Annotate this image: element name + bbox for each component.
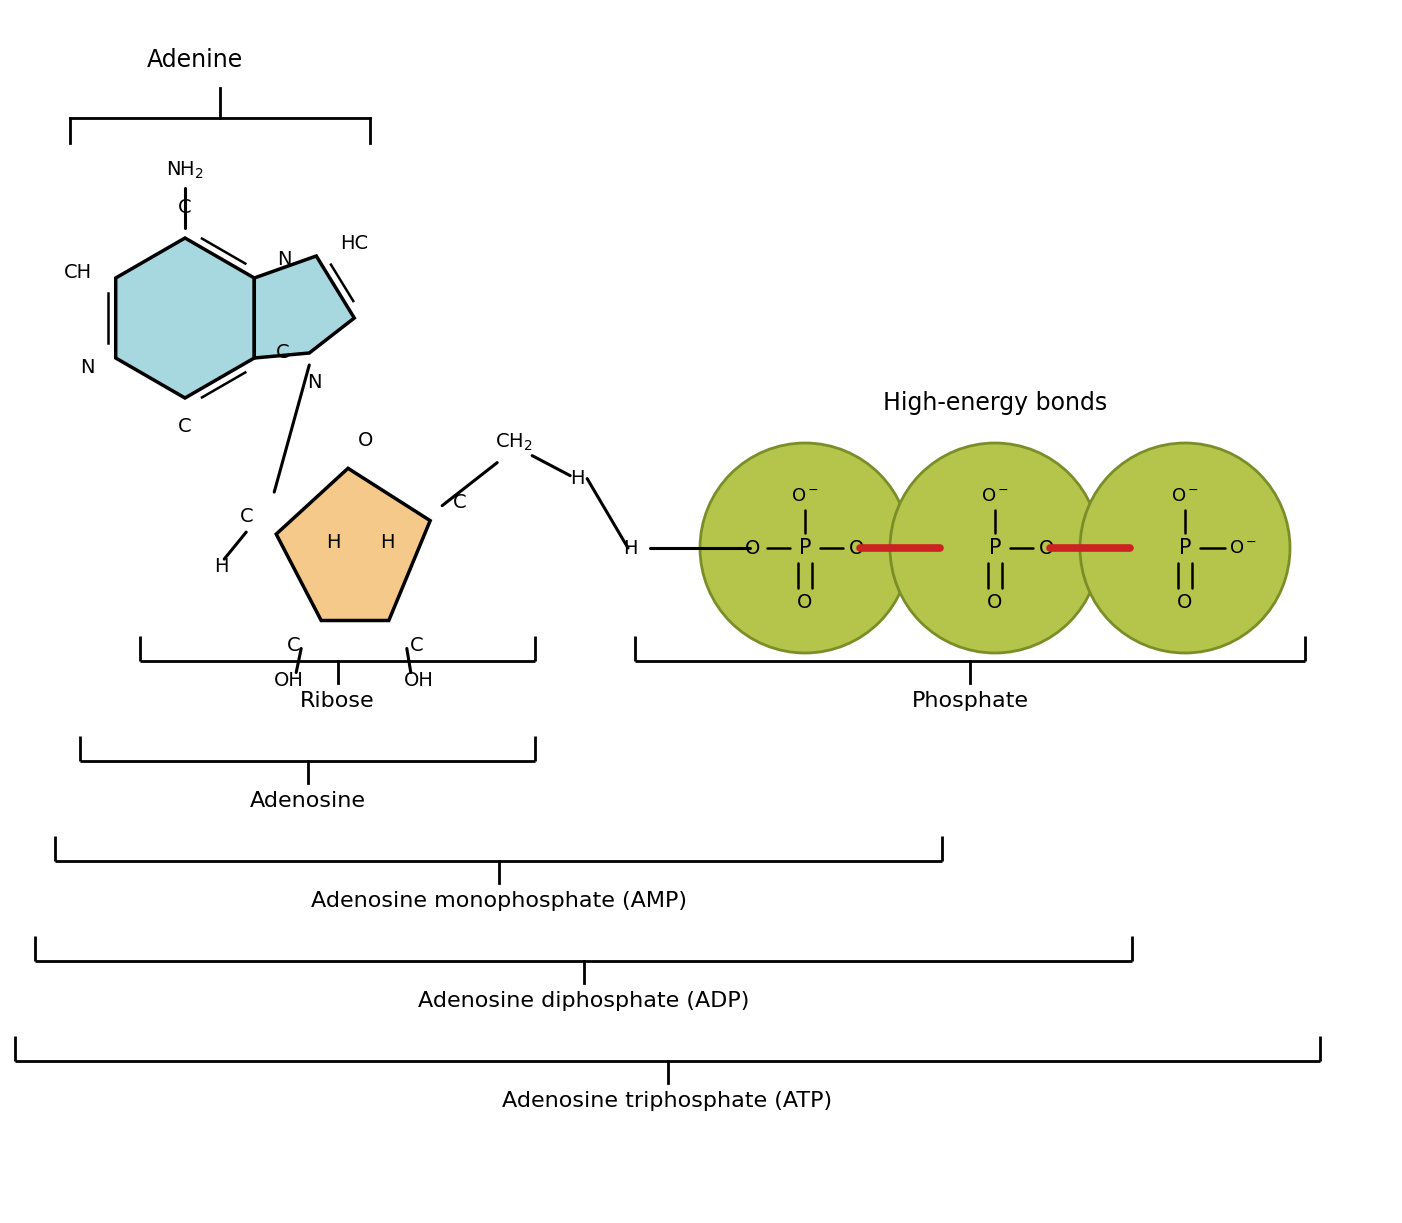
Text: O$^-$: O$^-$ <box>981 487 1009 505</box>
Text: Adenosine triphosphate (ATP): Adenosine triphosphate (ATP) <box>502 1091 833 1110</box>
Text: N: N <box>80 358 95 378</box>
Text: N: N <box>278 251 292 269</box>
Text: HC: HC <box>341 235 369 253</box>
Text: C: C <box>275 344 289 362</box>
Text: Adenine: Adenine <box>147 48 243 72</box>
Text: OH: OH <box>404 671 433 690</box>
Text: O$^-$: O$^-$ <box>1230 539 1258 556</box>
Text: H: H <box>215 556 229 576</box>
Text: CH: CH <box>63 263 91 283</box>
Text: Adenosine diphosphate (ADP): Adenosine diphosphate (ADP) <box>418 991 749 1011</box>
Text: C: C <box>178 198 192 218</box>
Text: O: O <box>987 593 1002 613</box>
Text: P: P <box>799 538 812 558</box>
Text: C: C <box>453 493 467 512</box>
Text: Ribose: Ribose <box>300 691 374 711</box>
Text: O: O <box>746 538 761 558</box>
Circle shape <box>700 443 910 653</box>
Text: High-energy bonds: High-energy bonds <box>883 391 1108 415</box>
Text: C: C <box>178 417 192 435</box>
Text: O: O <box>359 430 374 450</box>
Text: O$^-$: O$^-$ <box>791 487 819 505</box>
Polygon shape <box>276 468 430 620</box>
Circle shape <box>890 443 1101 653</box>
Text: O: O <box>1178 593 1193 613</box>
Text: Phosphate: Phosphate <box>911 691 1029 711</box>
Text: C: C <box>286 636 300 656</box>
Text: NH$_2$: NH$_2$ <box>165 159 203 181</box>
Text: H: H <box>325 533 341 553</box>
Text: H: H <box>622 538 638 558</box>
Text: P: P <box>1179 538 1192 558</box>
Text: P: P <box>988 538 1001 558</box>
Text: C: C <box>409 636 423 656</box>
Text: C: C <box>240 506 252 526</box>
Circle shape <box>1080 443 1290 653</box>
Text: N: N <box>307 373 321 393</box>
Text: CH$_2$: CH$_2$ <box>495 432 533 454</box>
Polygon shape <box>254 256 355 358</box>
Text: O: O <box>798 593 813 613</box>
Text: OH: OH <box>275 671 304 690</box>
Polygon shape <box>116 238 254 397</box>
Text: O: O <box>850 538 865 558</box>
Text: H: H <box>380 533 394 553</box>
Text: Adenosine: Adenosine <box>250 791 366 811</box>
Text: Adenosine monophosphate (AMP): Adenosine monophosphate (AMP) <box>310 892 687 911</box>
Text: H: H <box>571 470 585 488</box>
Text: O: O <box>1039 538 1054 558</box>
Text: O$^-$: O$^-$ <box>1171 487 1199 505</box>
